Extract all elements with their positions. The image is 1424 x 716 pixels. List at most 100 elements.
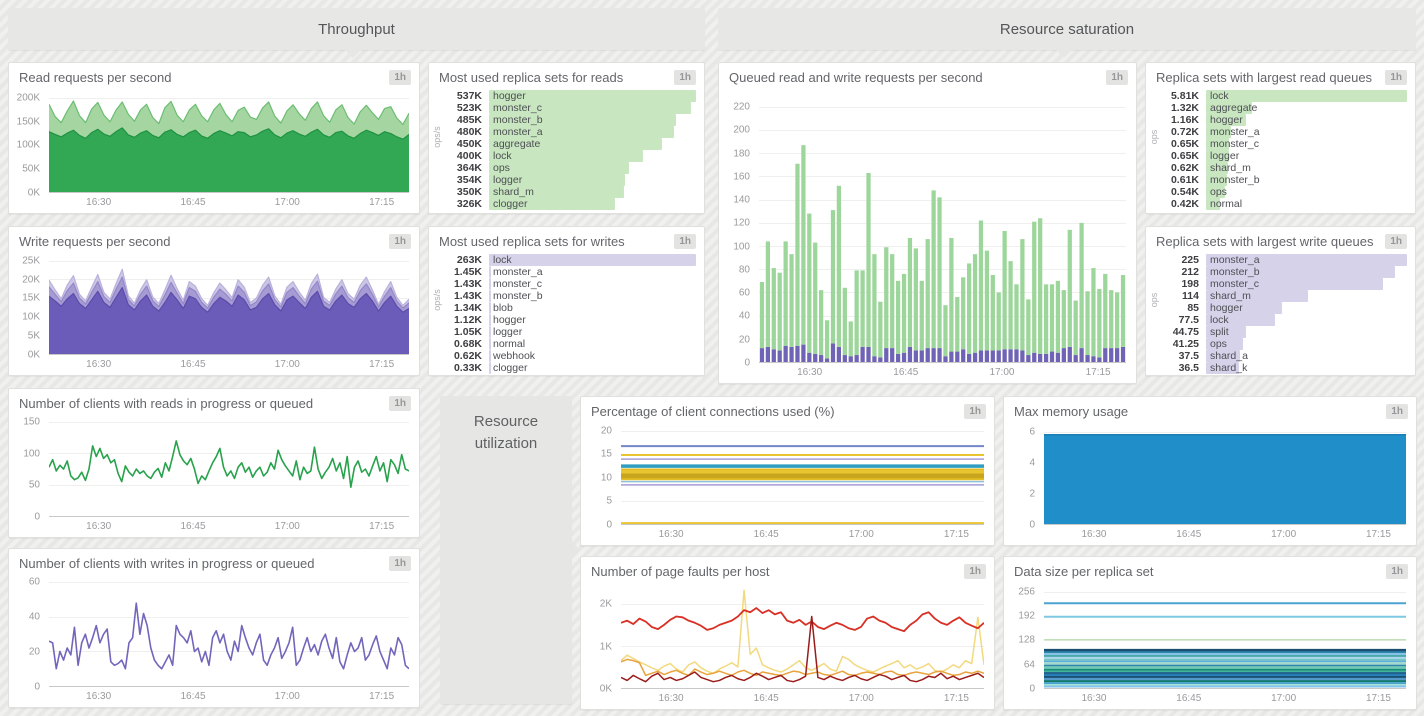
timeframe-badge[interactable]: 1h <box>389 70 411 85</box>
panel-header: Number of clients with writes in progres… <box>9 549 419 571</box>
toplist-row[interactable]: 41.25 ops <box>1160 338 1407 350</box>
panel-title: Number of clients with writes in progres… <box>19 556 315 571</box>
panel-header: Number of page faults per host 1h <box>581 557 994 579</box>
toplist-row[interactable]: 212 monster_b <box>1160 266 1407 278</box>
toplist-row[interactable]: 0.42K normal <box>1160 198 1407 210</box>
toplist-row[interactable]: 450K aggregate <box>443 138 696 150</box>
gridline <box>49 279 409 281</box>
chart-plot-area[interactable] <box>49 419 409 517</box>
panel-header: Data size per replica set 1h <box>1004 557 1416 579</box>
timeframe-badge[interactable]: 1h <box>964 404 986 419</box>
toplist-row[interactable]: 37.5 shard_a <box>1160 350 1407 362</box>
toplist-row[interactable]: 225 monster_a <box>1160 254 1407 266</box>
toplist-value: 0.61K <box>1170 174 1199 186</box>
toplist-label: monster_b <box>1210 174 1260 186</box>
toplist-row[interactable]: 364K ops <box>443 162 696 174</box>
x-tick-label: 16:45 <box>180 521 206 532</box>
chart-plot-area[interactable] <box>621 427 984 525</box>
toplist-row[interactable]: 523K monster_c <box>443 102 696 114</box>
axis-unit-label: ops/s <box>432 289 442 311</box>
timeframe-badge[interactable]: 1h <box>1385 234 1407 249</box>
group-notch-icon <box>571 541 580 559</box>
toplist: 225 monster_a 212 monster_b 198 monster_c 114 s… <box>1160 254 1407 374</box>
toplist-row[interactable]: 0.65K monster_c <box>1160 138 1407 150</box>
x-tick-label: 17:00 <box>274 359 300 370</box>
toplist-row[interactable]: 1.34K blob <box>443 302 696 314</box>
toplist-row[interactable]: 77.5 lock <box>1160 314 1407 326</box>
toplist-row[interactable]: 1.16K hogger <box>1160 114 1407 126</box>
toplist-row[interactable]: 36.5 shard_k <box>1160 362 1407 374</box>
toplist-row[interactable]: 1.12K hogger <box>443 314 696 326</box>
toplist-row[interactable]: 0.68K normal <box>443 338 696 350</box>
chart-plot-area[interactable] <box>621 587 984 689</box>
toplist-value: 5.81K <box>1170 90 1199 102</box>
chart-plot-area[interactable] <box>1044 427 1406 525</box>
y-tick-label: 0 <box>34 681 40 693</box>
toplist-label: normal <box>493 338 526 350</box>
toplist-bar <box>489 302 491 314</box>
toplist-value: 523K <box>456 102 482 114</box>
timeframe-badge[interactable]: 1h <box>389 396 411 411</box>
toplist-row[interactable]: 0.62K shard_m <box>1160 162 1407 174</box>
toplist-row[interactable]: 400K lock <box>443 150 696 162</box>
toplist-label: clogger <box>493 362 528 374</box>
toplist-row[interactable]: 85 hogger <box>1160 302 1407 314</box>
toplist-row[interactable]: 263K lock <box>443 254 696 266</box>
chart-plot-area[interactable] <box>49 257 409 355</box>
toplist-row[interactable]: 0.65K logger <box>1160 150 1407 162</box>
toplist-row[interactable]: 480K monster_a <box>443 126 696 138</box>
toplist-row[interactable]: 1.05K logger <box>443 326 696 338</box>
gridline <box>49 260 409 262</box>
timeframe-badge[interactable]: 1h <box>1385 70 1407 85</box>
timeframe-badge[interactable]: 1h <box>1386 404 1408 419</box>
timeframe-badge[interactable]: 1h <box>1106 70 1128 85</box>
toplist-bar <box>489 326 491 338</box>
chart-plot-area[interactable] <box>759 93 1126 363</box>
toplist-value: 0.62K <box>453 350 482 362</box>
x-tick-label: 16:45 <box>180 691 206 702</box>
toplist-row[interactable]: 0.72K monster_a <box>1160 126 1407 138</box>
toplist-bar-track: monster_c <box>1206 278 1407 290</box>
timeframe-badge[interactable]: 1h <box>389 234 411 249</box>
timeframe-badge[interactable]: 1h <box>674 234 696 249</box>
toplist-row[interactable]: 350K shard_m <box>443 186 696 198</box>
toplist-bar <box>489 350 491 362</box>
toplist-label: monster_c <box>1210 138 1260 150</box>
toplist-bar-track: lock <box>1206 90 1407 102</box>
toplist-row[interactable]: 1.43K monster_c <box>443 278 696 290</box>
toplist-row[interactable]: 537K hogger <box>443 90 696 102</box>
toplist-label: monster_b <box>493 114 543 126</box>
timeframe-badge[interactable]: 1h <box>674 70 696 85</box>
toplist-row[interactable]: 0.62K webhook <box>443 350 696 362</box>
toplist-value: 1.43K <box>453 278 482 290</box>
toplist-row[interactable]: 198 monster_c <box>1160 278 1407 290</box>
toplist-row[interactable]: 5.81K lock <box>1160 90 1407 102</box>
gridline <box>759 269 1126 271</box>
x-tick-label: 16:30 <box>86 521 112 532</box>
chart-plot-area[interactable] <box>1044 587 1406 689</box>
toplist-row[interactable]: 0.54K ops <box>1160 186 1407 198</box>
timeframe-badge[interactable]: 1h <box>964 564 986 579</box>
x-axis-labels: 16:30 16:45 17:00 17:15 <box>1044 529 1406 542</box>
toplist-row[interactable]: 354K logger <box>443 174 696 186</box>
panel-title: Most used replica sets for writes <box>439 234 625 249</box>
panel-header: Most used replica sets for reads 1h <box>429 63 704 85</box>
toplist-row[interactable]: 114 shard_m <box>1160 290 1407 302</box>
chart-plot-area[interactable] <box>49 579 409 687</box>
timeframe-badge[interactable]: 1h <box>1386 564 1408 579</box>
toplist-row[interactable]: 1.45K monster_a <box>443 266 696 278</box>
toplist-bar <box>489 90 696 102</box>
y-tick-label: 20 <box>600 425 612 437</box>
toplist-row[interactable]: 44.75 split <box>1160 326 1407 338</box>
toplist-row[interactable]: 1.32K aggregate <box>1160 102 1407 114</box>
y-axis-labels: 0 20 40 60 <box>9 577 45 693</box>
toplist-row[interactable]: 0.61K monster_b <box>1160 174 1407 186</box>
gridline <box>49 582 409 584</box>
chart-canvas <box>49 419 409 516</box>
toplist-row[interactable]: 0.33K clogger <box>443 362 696 374</box>
timeframe-badge[interactable]: 1h <box>389 556 411 571</box>
toplist-row[interactable]: 326K clogger <box>443 198 696 210</box>
chart-plot-area[interactable] <box>49 93 409 193</box>
toplist-row[interactable]: 485K monster_b <box>443 114 696 126</box>
toplist-row[interactable]: 1.43K monster_b <box>443 290 696 302</box>
